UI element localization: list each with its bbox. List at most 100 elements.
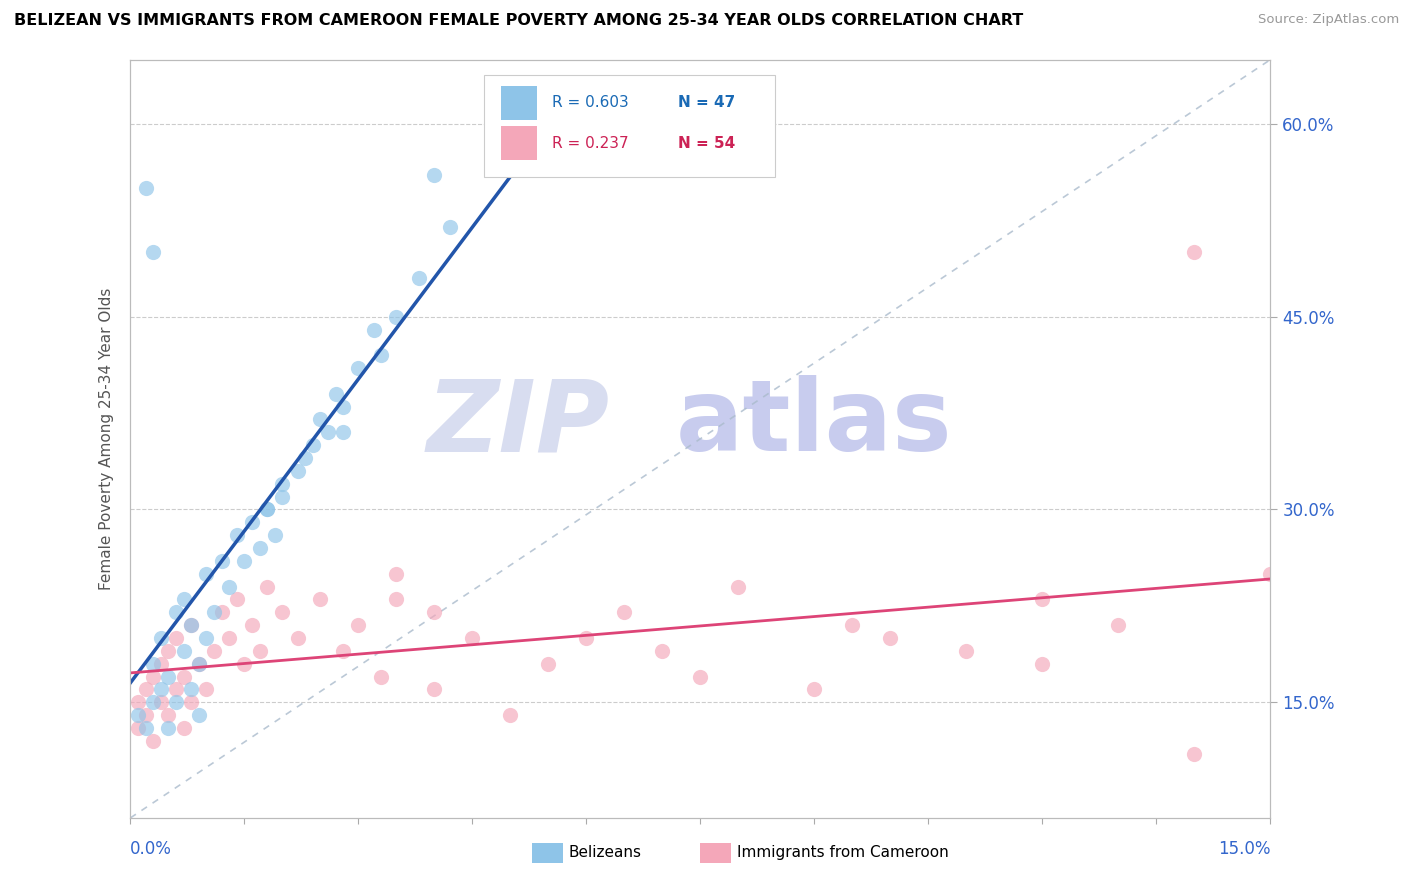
Point <box>135 708 157 723</box>
Point <box>332 644 354 658</box>
Point <box>142 695 165 709</box>
Point <box>423 605 446 619</box>
Point <box>363 322 385 336</box>
Point <box>211 605 233 619</box>
Point <box>1031 657 1053 671</box>
Point <box>1260 566 1282 581</box>
Point <box>142 669 165 683</box>
Point <box>180 682 202 697</box>
Point <box>165 605 187 619</box>
Point <box>233 554 256 568</box>
Point <box>325 386 347 401</box>
Point <box>423 682 446 697</box>
Text: Source: ZipAtlas.com: Source: ZipAtlas.com <box>1258 13 1399 27</box>
Point <box>218 580 240 594</box>
Text: atlas: atlas <box>676 376 953 472</box>
Point <box>347 618 370 632</box>
Point <box>955 644 977 658</box>
Text: Belizeans: Belizeans <box>568 846 641 860</box>
Point <box>187 657 209 671</box>
Point <box>613 605 636 619</box>
Point <box>218 631 240 645</box>
Point <box>187 708 209 723</box>
Point <box>499 708 522 723</box>
Point <box>385 566 408 581</box>
Point <box>142 657 165 671</box>
Point <box>202 644 225 658</box>
Point <box>233 657 256 671</box>
Point <box>127 695 149 709</box>
FancyBboxPatch shape <box>484 75 775 178</box>
Point <box>149 682 172 697</box>
Point <box>575 631 598 645</box>
Bar <box>501 86 537 120</box>
Point <box>249 644 271 658</box>
Point <box>1184 747 1206 761</box>
Point <box>309 412 332 426</box>
Point <box>157 644 180 658</box>
Point <box>240 618 263 632</box>
Point <box>135 721 157 735</box>
Y-axis label: Female Poverty Among 25-34 Year Olds: Female Poverty Among 25-34 Year Olds <box>100 287 114 590</box>
Point <box>157 708 180 723</box>
Point <box>347 361 370 376</box>
Point <box>803 682 825 697</box>
Point <box>370 669 392 683</box>
Point <box>287 631 309 645</box>
Point <box>173 592 195 607</box>
Point <box>287 464 309 478</box>
Point <box>157 669 180 683</box>
Bar <box>501 126 537 160</box>
Point <box>195 631 218 645</box>
Point <box>211 554 233 568</box>
Text: N = 47: N = 47 <box>678 95 735 111</box>
Point <box>271 605 294 619</box>
Point <box>127 721 149 735</box>
Point <box>142 734 165 748</box>
Point <box>1107 618 1129 632</box>
Point <box>332 425 354 440</box>
Point <box>249 541 271 555</box>
Point <box>439 219 461 234</box>
Text: ZIP: ZIP <box>426 376 609 472</box>
Point <box>142 245 165 260</box>
Point <box>180 618 202 632</box>
Text: N = 54: N = 54 <box>678 136 735 151</box>
Point <box>385 592 408 607</box>
Text: BELIZEAN VS IMMIGRANTS FROM CAMEROON FEMALE POVERTY AMONG 25-34 YEAR OLDS CORREL: BELIZEAN VS IMMIGRANTS FROM CAMEROON FEM… <box>14 13 1024 29</box>
Point <box>370 348 392 362</box>
Point <box>263 528 285 542</box>
Point <box>727 580 749 594</box>
Point <box>332 400 354 414</box>
Point <box>301 438 323 452</box>
Point <box>689 669 711 683</box>
Point <box>165 695 187 709</box>
Point <box>149 695 172 709</box>
Point <box>256 580 278 594</box>
Point <box>173 721 195 735</box>
Point <box>225 592 247 607</box>
Point <box>240 516 263 530</box>
Point <box>879 631 901 645</box>
Point <box>180 618 202 632</box>
Point <box>149 657 172 671</box>
Point <box>408 271 430 285</box>
Point <box>173 644 195 658</box>
Point <box>309 592 332 607</box>
Point <box>385 310 408 324</box>
Point <box>165 682 187 697</box>
Point <box>651 644 673 658</box>
Point <box>195 682 218 697</box>
Point <box>187 657 209 671</box>
Point <box>461 631 484 645</box>
Text: R = 0.237: R = 0.237 <box>553 136 628 151</box>
Text: R = 0.603: R = 0.603 <box>553 95 628 111</box>
Point <box>180 695 202 709</box>
Point <box>157 721 180 735</box>
Point <box>271 490 294 504</box>
Point <box>423 168 446 182</box>
Text: 15.0%: 15.0% <box>1218 840 1271 858</box>
Point <box>135 181 157 195</box>
Point <box>1031 592 1053 607</box>
Point <box>195 566 218 581</box>
